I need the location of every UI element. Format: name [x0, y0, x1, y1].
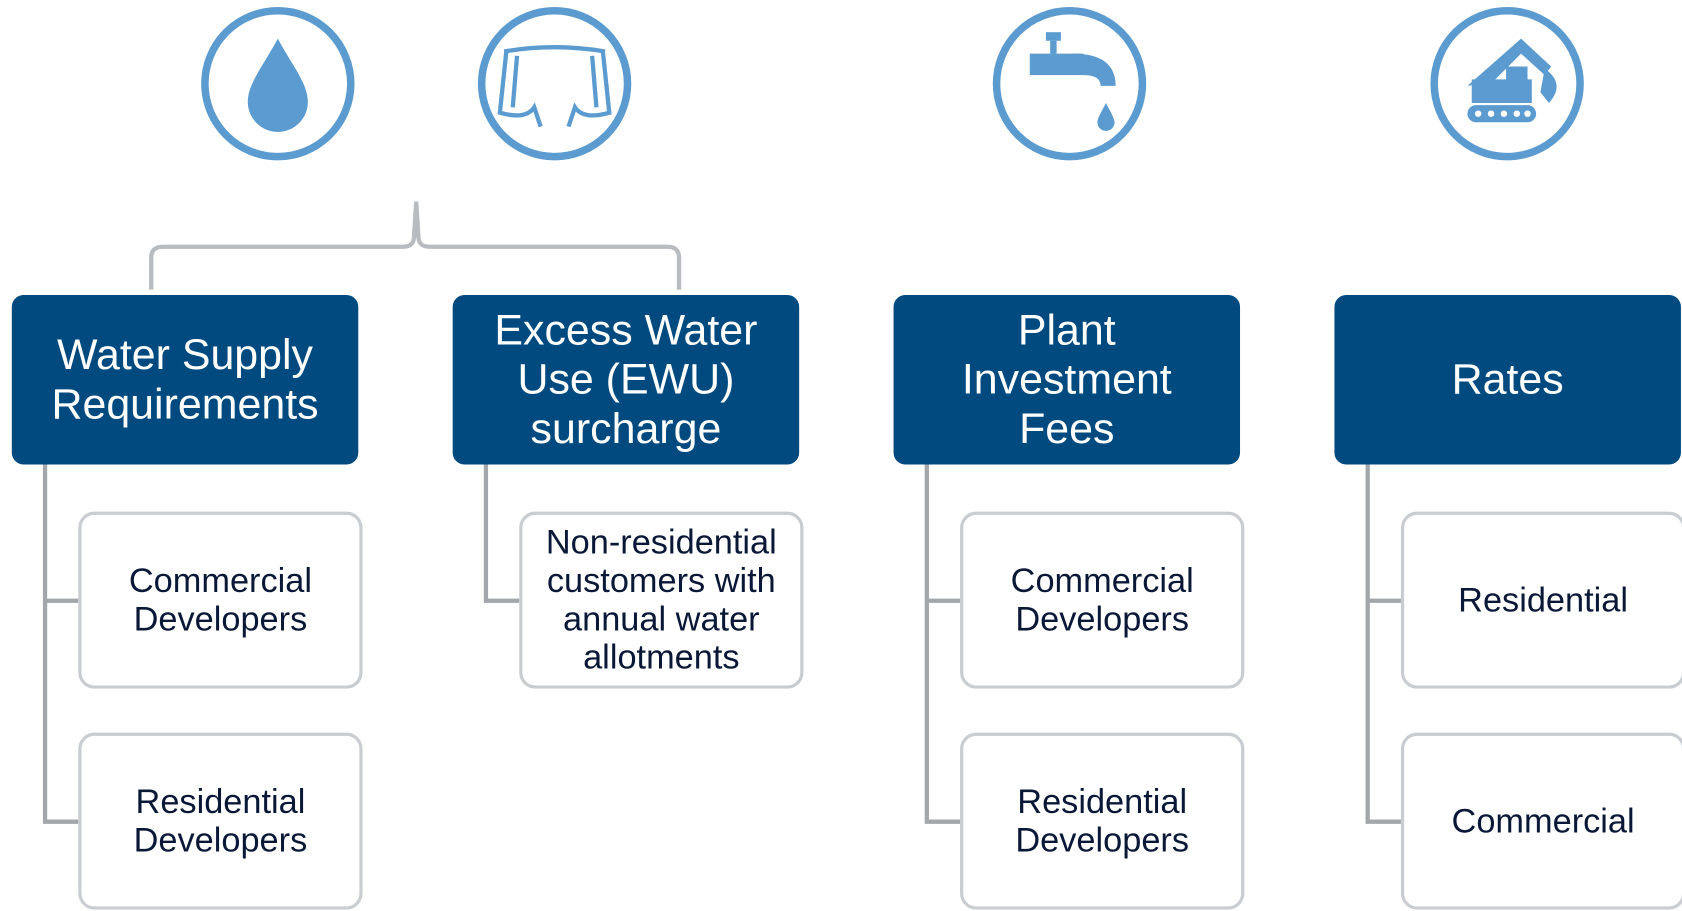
column-header: Rates [1334, 294, 1681, 465]
connectors [42, 464, 1401, 824]
column-header: Excess Water Use (EWU) surcharge [452, 294, 800, 465]
excavator-icon [1467, 38, 1557, 123]
column-item: Commercial [1400, 732, 1682, 910]
column-header: Water Supply Requirements [11, 294, 359, 465]
column-item: Commercial Developers [78, 511, 363, 689]
column-item: Residential [1400, 511, 1682, 689]
column-item: Residential Developers [78, 732, 363, 910]
icon-circle [477, 6, 632, 161]
brace [149, 201, 682, 290]
drop-icon [247, 38, 308, 132]
column-item: Non-residential customers with annual wa… [519, 511, 804, 689]
faucet-icon [1029, 32, 1116, 131]
icon-circle [992, 6, 1147, 161]
waterfall-icon [497, 45, 612, 128]
column-header: Plant Investment Fees [893, 294, 1241, 465]
column-item: Residential Developers [960, 732, 1245, 910]
column-item: Commercial Developers [960, 511, 1245, 689]
